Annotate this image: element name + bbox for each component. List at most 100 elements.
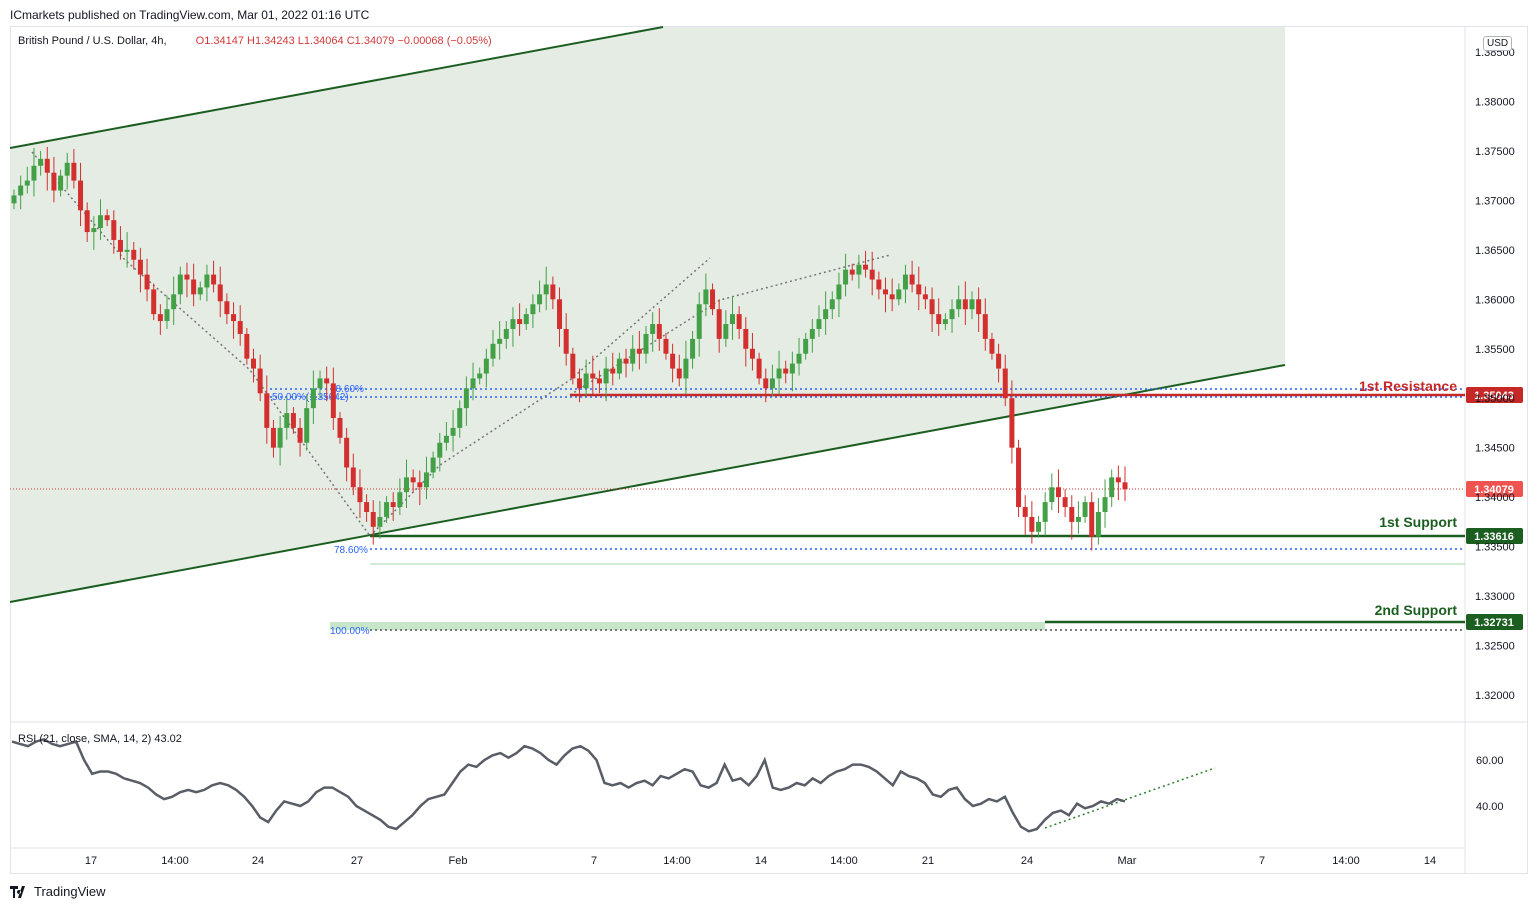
candle-body: [916, 284, 922, 295]
candle-body: [1055, 487, 1061, 498]
candle-body: [749, 348, 755, 359]
candle-body: [816, 319, 822, 329]
candle-body: [989, 338, 995, 354]
candle-body: [284, 413, 290, 428]
candle-body: [863, 264, 869, 270]
candle-body: [557, 299, 563, 329]
candle-body: [38, 158, 44, 166]
candle-body: [277, 427, 283, 448]
candle-body: [756, 358, 762, 379]
candle-body: [1042, 502, 1048, 522]
candle-body: [31, 165, 37, 181]
candle-body: [590, 373, 596, 379]
candle-body: [177, 274, 183, 295]
candle-body: [310, 388, 316, 409]
candle-body: [729, 314, 735, 325]
candle-body: [370, 511, 376, 527]
candle-body: [576, 378, 582, 389]
candle-body: [211, 274, 217, 285]
time-tick-label: Feb: [449, 855, 468, 867]
candle-body: [1089, 502, 1095, 537]
candle-body: [184, 274, 190, 280]
fib-label-overlap: 78.60%: [330, 384, 364, 395]
candle-body: [1102, 497, 1108, 512]
candle-body: [909, 274, 915, 285]
rsi-tick-label: 60.00: [1476, 755, 1504, 767]
candle-body: [297, 427, 303, 443]
candle-body: [97, 215, 103, 229]
candle-body: [650, 324, 656, 334]
candle-body: [550, 284, 556, 300]
channel-fill: [10, 27, 1285, 602]
candle-body: [111, 220, 117, 240]
candle-body: [696, 304, 702, 339]
time-tick-label: 14:00: [161, 855, 189, 867]
candle-body: [151, 289, 157, 315]
time-tick-label: Mar: [1118, 855, 1137, 867]
candle-body: [11, 195, 17, 204]
time-tick-label: 7: [1259, 855, 1265, 867]
time-tick-label: 21: [922, 855, 934, 867]
chart-legend: British Pound / U.S. Dollar, 4h, O1.3414…: [18, 35, 492, 47]
candle-body: [736, 314, 742, 329]
candle-body: [324, 378, 330, 384]
candle-body: [131, 249, 137, 260]
candle-body: [929, 299, 935, 315]
candle-body: [823, 309, 829, 320]
symbol-label[interactable]: British Pound / U.S. Dollar, 4h,: [18, 35, 167, 47]
candle-body: [883, 289, 889, 295]
candle-body: [1062, 497, 1068, 508]
candle-body: [869, 269, 875, 280]
candle-body: [976, 299, 982, 315]
candle-body: [510, 319, 516, 329]
candle-body: [1009, 398, 1015, 448]
candle-body: [956, 299, 962, 310]
footer-brand[interactable]: TradingView: [10, 884, 106, 899]
candle-body: [623, 358, 629, 364]
candle-body: [922, 294, 928, 300]
fib-100-zone: [330, 622, 1045, 630]
candle-body: [690, 338, 696, 359]
candle-body: [543, 284, 549, 295]
candle-body: [350, 467, 356, 488]
candle-body: [570, 353, 576, 379]
candle-body: [537, 294, 543, 305]
candle-body: [643, 333, 649, 354]
candle-body: [896, 289, 902, 300]
last-price-text: 1.34079: [1474, 484, 1514, 496]
price-tick-label: 1.35000: [1475, 393, 1515, 405]
1st-support-label: 1st Support: [1379, 514, 1457, 530]
channel-upper-line: [9, 26, 664, 149]
candle-body: [410, 477, 416, 483]
candle-body: [710, 289, 716, 310]
time-tick-label: 14:00: [1332, 855, 1360, 867]
candle-body: [616, 358, 622, 374]
currency-badge[interactable]: USD: [1483, 36, 1513, 51]
candle-body: [716, 309, 722, 339]
candle-body: [144, 274, 150, 290]
candle-body: [117, 239, 123, 252]
candle-body: [1036, 521, 1042, 532]
candle-body: [423, 472, 429, 488]
candle-body: [1109, 477, 1115, 498]
candle-body: [290, 413, 296, 428]
candle-body: [603, 368, 609, 384]
candle-body: [1002, 368, 1008, 399]
time-tick-label: 7: [591, 855, 597, 867]
candle-body: [417, 482, 423, 488]
candle-body: [583, 373, 589, 389]
candle-body: [71, 162, 77, 181]
price-tick-label: 1.34500: [1475, 443, 1515, 455]
price-tick-label: 1.34000: [1475, 492, 1515, 504]
price-tick-label: 1.32500: [1475, 641, 1515, 653]
price-tick-label: 1.33500: [1475, 542, 1515, 554]
1st-resistance-price-tag: [1466, 387, 1523, 403]
candle-body: [191, 279, 197, 295]
candle-body: [470, 378, 476, 389]
footer-brand-label: TradingView: [34, 884, 106, 899]
candle-body: [1075, 516, 1081, 522]
candle-body: [1122, 482, 1128, 490]
candle-body: [1016, 447, 1022, 508]
candle-body: [231, 314, 237, 322]
